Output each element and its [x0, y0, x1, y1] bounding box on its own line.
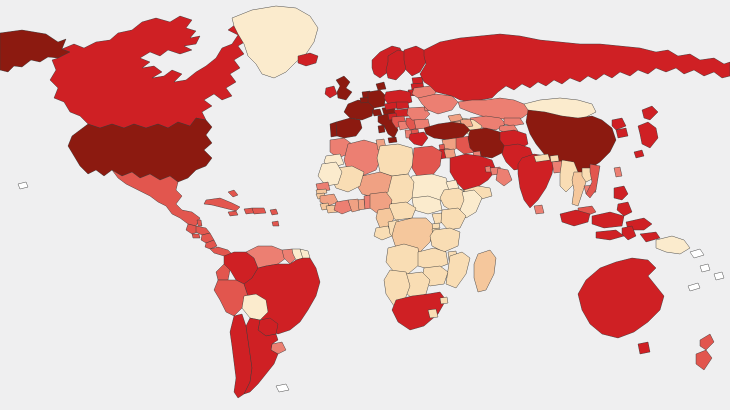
- country-eritrea[interactable]: [446, 180, 459, 190]
- island-sulawesi[interactable]: [622, 226, 636, 240]
- country-united-states[interactable]: [68, 118, 212, 182]
- country-iran[interactable]: [468, 128, 508, 158]
- country-gabon[interactable]: [374, 226, 392, 240]
- region-north-africa: [316, 138, 450, 214]
- region-oceania: [578, 249, 724, 370]
- island-lesser-antilles[interactable]: [270, 209, 278, 215]
- country-guyana[interactable]: [282, 249, 296, 264]
- country-greece[interactable]: [409, 132, 428, 146]
- island-sicily[interactable]: [388, 137, 397, 143]
- country-argentina[interactable]: [244, 318, 278, 394]
- country-guinea[interactable]: [320, 194, 338, 206]
- country-jordan[interactable]: [444, 149, 456, 158]
- country-belize[interactable]: [197, 220, 202, 226]
- region-middle-east: [424, 122, 534, 200]
- island-solomon[interactable]: [690, 249, 704, 258]
- country-tanzania[interactable]: [430, 228, 460, 252]
- country-switzerland[interactable]: [372, 109, 382, 116]
- country-ireland[interactable]: [325, 86, 337, 98]
- island-fiji[interactable]: [714, 272, 724, 280]
- country-iceland[interactable]: [298, 53, 318, 66]
- country-south-korea[interactable]: [616, 128, 628, 138]
- country-lesotho[interactable]: [428, 309, 438, 318]
- region-asia: [518, 106, 690, 254]
- island-bermuda[interactable]: [18, 182, 28, 189]
- country-costa-rica[interactable]: [205, 240, 217, 249]
- country-finland[interactable]: [404, 46, 426, 76]
- island-trinidad[interactable]: [272, 221, 279, 226]
- country-greenland[interactable]: [232, 6, 318, 78]
- country-kenya[interactable]: [441, 208, 466, 230]
- country-togo[interactable]: [358, 199, 365, 210]
- country-egypt[interactable]: [412, 146, 442, 178]
- country-ukraine[interactable]: [418, 94, 458, 114]
- country-vietnam[interactable]: [586, 164, 600, 198]
- region-north-america: [0, 6, 318, 256]
- country-kazakhstan[interactable]: [458, 98, 530, 120]
- country-zambia[interactable]: [418, 248, 448, 270]
- country-bhutan[interactable]: [550, 155, 559, 162]
- country-nepal[interactable]: [534, 154, 550, 162]
- country-united-kingdom[interactable]: [336, 76, 352, 100]
- country-papua-new-guinea[interactable]: [656, 236, 690, 254]
- country-mauritania[interactable]: [318, 162, 342, 186]
- island-falklands[interactable]: [276, 384, 289, 392]
- country-gambia[interactable]: [316, 189, 327, 194]
- country-turkey[interactable]: [424, 122, 470, 140]
- country-australia[interactable]: [578, 258, 664, 338]
- country-germany[interactable]: [368, 90, 386, 108]
- country-eswatini[interactable]: [440, 297, 448, 304]
- country-bolivia[interactable]: [242, 294, 268, 320]
- country-oman[interactable]: [496, 168, 512, 186]
- country-new-zealand[interactable]: [696, 334, 714, 370]
- country-philippines[interactable]: [614, 186, 632, 216]
- country-libya[interactable]: [377, 144, 414, 176]
- country-rwanda[interactable]: [432, 223, 440, 229]
- country-alaska[interactable]: [0, 30, 70, 72]
- island-new-caledonia[interactable]: [688, 283, 700, 291]
- country-north-korea[interactable]: [612, 118, 626, 130]
- country-kyrgyzstan[interactable]: [504, 118, 524, 126]
- country-jamaica[interactable]: [228, 211, 238, 216]
- country-south-africa[interactable]: [392, 292, 446, 330]
- country-bahamas[interactable]: [228, 190, 238, 197]
- country-slovakia[interactable]: [396, 102, 409, 109]
- country-venezuela[interactable]: [246, 246, 286, 268]
- country-dominican-republic[interactable]: [252, 208, 266, 214]
- country-denmark[interactable]: [376, 82, 386, 90]
- country-somalia[interactable]: [460, 190, 482, 218]
- island-sardinia[interactable]: [378, 125, 385, 133]
- country-angola[interactable]: [386, 244, 420, 274]
- island-vanuatu[interactable]: [700, 264, 710, 272]
- country-taiwan[interactable]: [614, 167, 622, 177]
- country-ethiopia[interactable]: [440, 188, 468, 212]
- country-indonesia[interactable]: [560, 210, 660, 242]
- country-madagascar[interactable]: [474, 250, 496, 292]
- country-el-salvador[interactable]: [192, 234, 200, 238]
- country-sri-lanka[interactable]: [534, 205, 544, 214]
- country-guatemala[interactable]: [186, 224, 198, 234]
- country-mexico[interactable]: [112, 170, 200, 226]
- country-ivory-coast[interactable]: [334, 200, 352, 214]
- region-sub-saharan-africa: [374, 180, 496, 330]
- region-south-america: [214, 246, 320, 398]
- country-saudi-arabia[interactable]: [450, 154, 496, 190]
- island-tasmania[interactable]: [638, 342, 650, 354]
- country-japan[interactable]: [634, 106, 658, 158]
